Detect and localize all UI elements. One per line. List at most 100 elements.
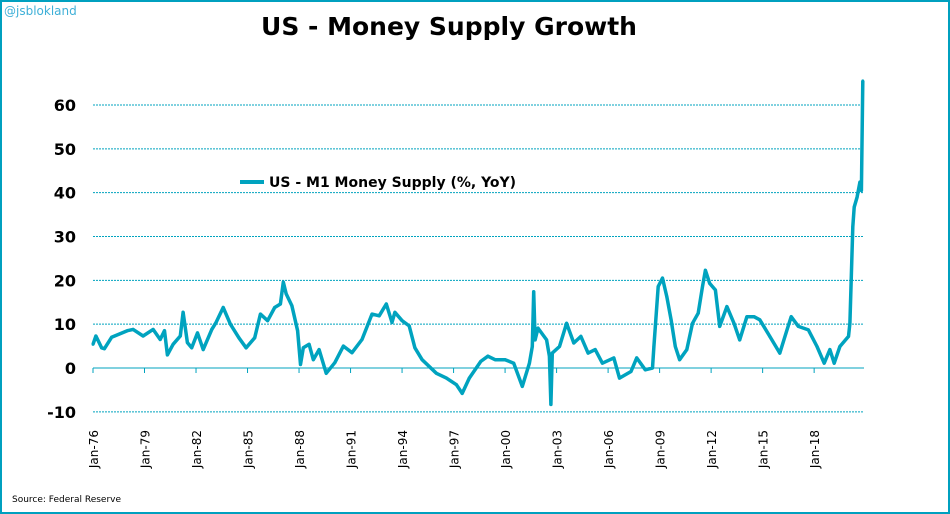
data-point: [752, 315, 756, 319]
data-point: [678, 358, 682, 362]
data-point: [284, 292, 288, 296]
data-point: [858, 180, 862, 184]
data-point: [703, 268, 707, 272]
data-point: [708, 281, 712, 285]
x-tick-label: Jan-97: [448, 430, 462, 469]
data-point: [110, 335, 114, 339]
data-point: [171, 342, 175, 346]
data-point: [102, 347, 106, 351]
data-point: [244, 346, 248, 350]
data-point: [100, 346, 104, 350]
data-point: [360, 338, 364, 342]
data-point: [660, 276, 664, 280]
data-point: [851, 225, 855, 229]
data-point: [822, 361, 826, 365]
x-tick-label: Jan-15: [757, 430, 771, 469]
data-point: [530, 345, 534, 349]
data-point: [377, 314, 381, 318]
data-point: [393, 310, 397, 314]
data-point: [612, 356, 616, 360]
data-point: [848, 321, 852, 325]
data-point: [178, 334, 182, 338]
data-point: [527, 361, 531, 365]
data-point: [725, 305, 729, 309]
data-point: [258, 312, 262, 316]
data-point: [768, 334, 772, 338]
data-point: [210, 327, 214, 331]
data-point: [806, 328, 810, 332]
data-point: [629, 370, 633, 374]
data-point: [214, 320, 218, 324]
data-point: [600, 361, 604, 365]
data-point: [635, 356, 639, 360]
data-point: [618, 376, 622, 380]
data-point: [855, 195, 859, 199]
data-point: [673, 345, 677, 349]
data-point: [91, 342, 95, 346]
data-point: [565, 321, 569, 325]
data-point: [185, 341, 189, 345]
data-point: [665, 295, 669, 299]
data-point: [237, 336, 241, 340]
source-note: Source: Federal Reserve: [12, 495, 122, 505]
data-point: [324, 371, 328, 375]
data-point: [201, 348, 205, 352]
data-point: [650, 366, 654, 370]
data-point: [296, 329, 300, 333]
x-tick-label: Jan-18: [808, 430, 822, 469]
y-tick-label: 10: [54, 315, 76, 334]
data-point: [420, 358, 424, 362]
data-point: [796, 324, 800, 328]
data-point: [298, 362, 302, 366]
data-point: [547, 354, 551, 358]
data-point: [732, 321, 736, 325]
data-point: [479, 359, 483, 363]
data-point: [486, 354, 490, 358]
data-point: [350, 351, 354, 355]
data-point: [696, 311, 700, 315]
y-tick-label: 0: [65, 359, 76, 378]
y-tick-label: 60: [54, 96, 76, 115]
data-point: [669, 318, 673, 322]
data-point: [550, 351, 554, 355]
data-point: [861, 79, 865, 83]
data-point: [572, 341, 576, 345]
data-point: [557, 345, 561, 349]
data-point: [549, 402, 553, 406]
data-point: [738, 338, 742, 342]
data-point: [317, 348, 321, 352]
data-point: [151, 327, 155, 331]
x-tick-label: Jan-94: [396, 430, 410, 469]
data-point: [778, 351, 782, 355]
data-point: [400, 319, 404, 323]
data-point: [384, 302, 388, 306]
series-line-m1: [91, 80, 865, 407]
data-point: [593, 348, 597, 352]
x-tick-label: Jan-82: [190, 430, 204, 469]
data-point: [503, 358, 507, 362]
data-point: [413, 346, 417, 350]
y-tick-label: 40: [54, 184, 76, 203]
data-point: [579, 334, 583, 338]
y-tick-label: 50: [54, 140, 76, 159]
watermark: @jsblokland: [4, 4, 77, 18]
data-point: [195, 331, 199, 335]
data-point: [390, 320, 394, 324]
x-tick-label: Jan-91: [345, 430, 359, 469]
data-point: [190, 346, 194, 350]
data-point: [307, 342, 311, 346]
data-point: [221, 306, 225, 310]
y-tick-label: 30: [54, 228, 76, 247]
data-point: [281, 280, 285, 284]
data-point: [341, 344, 345, 348]
data-point: [852, 205, 856, 209]
x-tick-label: Jan-00: [499, 430, 513, 469]
data-point: [520, 384, 524, 388]
data-point: [165, 353, 169, 357]
x-tick-label: Jan-85: [242, 430, 256, 469]
x-tick-label: Jan-03: [551, 430, 565, 469]
data-point: [125, 329, 129, 333]
y-tick-label: 20: [54, 271, 76, 290]
data-point: [532, 290, 536, 294]
